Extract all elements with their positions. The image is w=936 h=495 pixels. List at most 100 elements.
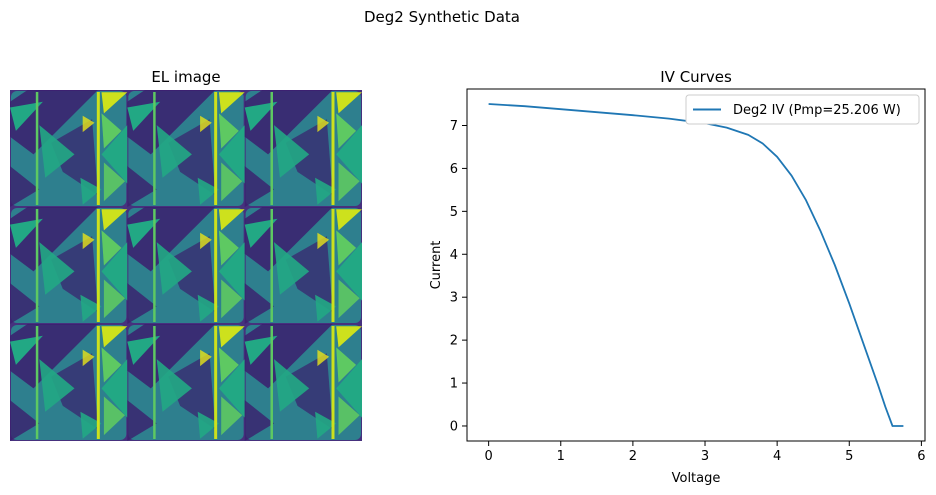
el-cell-region (218, 347, 239, 383)
y-tick-label: 7 (450, 119, 458, 134)
el-busbar (96, 209, 100, 322)
el-cell-region (336, 242, 362, 301)
el-busbar (214, 92, 218, 205)
el-cell-region (244, 283, 274, 324)
x-axis-label: Voltage (672, 471, 721, 486)
el-busbar (153, 326, 156, 439)
el-cell-region (218, 92, 245, 114)
y-axis-ticks: 0 1 2 3 4 5 6 7 (450, 119, 467, 434)
el-cell-region (10, 101, 43, 131)
el-cell-region (221, 396, 243, 436)
figure-suptitle: Deg2 Synthetic Data (364, 8, 520, 26)
el-cell-region (127, 335, 161, 365)
el-cell-region (274, 242, 310, 295)
el-cell-region (51, 236, 98, 313)
el-cell-region (218, 326, 245, 348)
x-tick-label: 1 (557, 449, 565, 464)
el-cell-region (101, 113, 122, 149)
y-tick-label: 1 (450, 377, 458, 392)
el-busbar (270, 326, 273, 439)
iv-chart-title: IV Curves (660, 68, 732, 86)
legend-frame (685, 94, 920, 125)
el-cell-region (51, 119, 98, 196)
el-cell-region (103, 162, 125, 202)
x-tick-label: 2 (629, 449, 637, 464)
el-cell-region (197, 177, 219, 205)
el-cell-region (244, 166, 274, 207)
el-cell-region (39, 125, 75, 178)
el-cell-region (221, 279, 243, 319)
el-cell-region (127, 400, 157, 441)
y-tick-label: 2 (450, 334, 458, 349)
el-cell-region (285, 119, 333, 196)
el-cell-region (218, 113, 239, 149)
el-cell-region (10, 400, 40, 441)
el-cell-region (218, 359, 245, 418)
el-cell-region (221, 162, 243, 202)
el-cell-region (244, 335, 278, 365)
el-cell-region (197, 411, 219, 439)
x-tick-label: 0 (484, 449, 492, 464)
el-cell-region (156, 242, 192, 295)
el-busbar (153, 209, 156, 322)
x-tick-label: 5 (845, 449, 853, 464)
el-cell-region (244, 218, 278, 248)
el-cell-region (200, 349, 212, 367)
el-cell-region (168, 236, 216, 313)
series-layer (488, 103, 904, 427)
el-cell-region (336, 347, 357, 383)
el-cell-region (80, 294, 102, 322)
el-cell-region (101, 347, 122, 383)
el-cell-region (168, 353, 216, 430)
el-busbar (153, 92, 156, 205)
el-cell-region (156, 125, 192, 178)
y-axis-label: Current (429, 241, 444, 290)
el-cell-region (218, 230, 239, 266)
el-cell-region (101, 359, 128, 418)
el-cell-region (156, 359, 192, 412)
y-tick-label: 5 (450, 205, 458, 220)
el-cell-region (336, 209, 362, 231)
el-cell-region (82, 349, 95, 367)
el-cell-region (338, 396, 360, 436)
el-cell-region (200, 115, 212, 133)
el-cell-region (200, 232, 212, 250)
el-busbar (96, 92, 100, 205)
el-cell-region (168, 119, 216, 196)
x-tick-label: 3 (701, 449, 709, 464)
el-cell-region (101, 209, 128, 231)
el-cell-region (315, 294, 337, 322)
el-cell-region (101, 242, 128, 301)
el-busbar (35, 92, 39, 205)
el-cell-region (315, 177, 337, 205)
el-busbar (331, 326, 335, 439)
el-cell-region (336, 92, 362, 114)
el-cell-region (101, 326, 128, 348)
el-busbar (270, 92, 273, 205)
x-tick-label: 6 (917, 449, 925, 464)
el-cell-region (315, 411, 337, 439)
y-tick-label: 0 (450, 419, 458, 434)
el-cell-region (338, 162, 360, 202)
el-cell-region (218, 209, 245, 231)
x-axis-ticks: 0 1 2 3 4 5 6 (484, 441, 926, 464)
el-cell-region (10, 283, 40, 324)
el-cell-region (39, 359, 75, 412)
el-cell-region (101, 92, 128, 114)
el-cell-region (317, 115, 330, 133)
el-cell-region (336, 359, 362, 418)
el-cell-region (197, 294, 219, 322)
x-tick-label: 4 (773, 449, 781, 464)
el-cell-region (82, 115, 95, 133)
el-image-title: EL image (151, 68, 220, 86)
el-busbar (35, 209, 39, 322)
el-cell-region (127, 166, 157, 207)
el-busbar (331, 92, 335, 205)
el-busbar (270, 209, 273, 322)
el-cell-region (80, 411, 102, 439)
el-cell-region (317, 232, 330, 250)
el-cell-region (103, 396, 125, 436)
el-cell-region (336, 230, 357, 266)
el-cell-region (285, 236, 333, 313)
